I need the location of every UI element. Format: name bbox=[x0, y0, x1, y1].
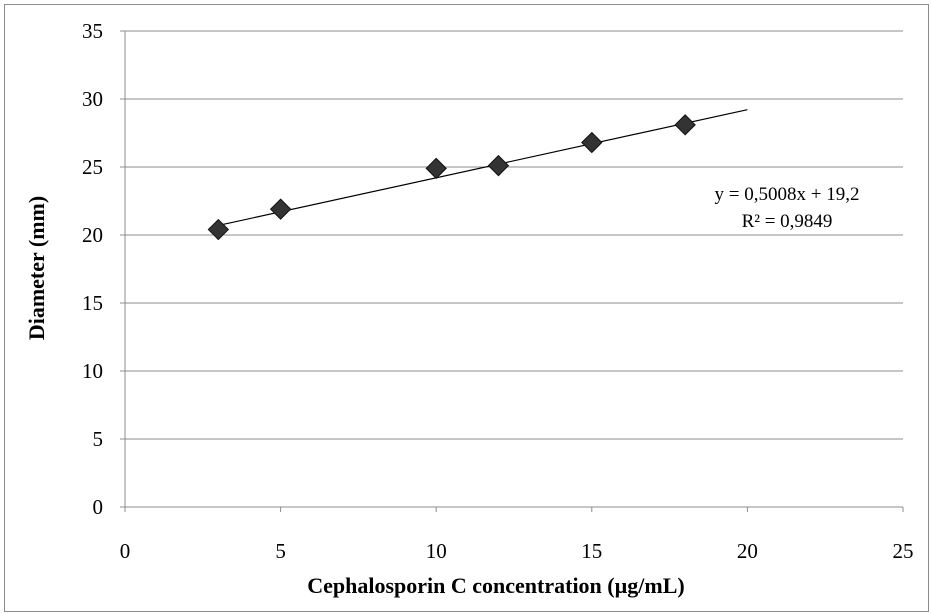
x-axis-ticks: 0 5 10 15 20 25 bbox=[120, 507, 914, 563]
x-tick-label: 15 bbox=[581, 539, 602, 563]
x-tick-label: 25 bbox=[893, 539, 914, 563]
x-tick-label: 5 bbox=[275, 539, 286, 563]
y-tick-label: 30 bbox=[82, 87, 103, 111]
data-point-diamond bbox=[674, 114, 696, 136]
y-tick-label: 0 bbox=[93, 495, 104, 519]
y-tick-label: 10 bbox=[82, 359, 103, 383]
y-tick-label: 20 bbox=[82, 223, 103, 247]
y-axis-title: Diameter (mm) bbox=[24, 196, 49, 340]
trendline-equation: y = 0,5008x + 19,2 bbox=[715, 184, 860, 205]
chart-frame bbox=[4, 4, 929, 612]
axes bbox=[124, 31, 903, 508]
data-point-diamond bbox=[581, 131, 603, 154]
y-tick-label: 15 bbox=[82, 291, 103, 315]
trendline-r-squared: R² = 0,9849 bbox=[742, 211, 833, 232]
x-tick-label: 20 bbox=[737, 539, 758, 563]
y-tick-label: 5 bbox=[93, 427, 104, 451]
gridlines bbox=[125, 30, 903, 440]
x-axis-title: Cephalosporin C concentration (µg/mL) bbox=[307, 573, 685, 598]
data-point-diamond bbox=[425, 157, 447, 180]
y-axis-ticks: 0 5 10 15 20 25 30 35 bbox=[82, 19, 125, 519]
data-point-diamond bbox=[487, 154, 510, 177]
data-point-diamond bbox=[269, 198, 292, 220]
x-tick-label: 10 bbox=[426, 539, 447, 563]
data-points bbox=[207, 114, 696, 241]
y-tick-label: 25 bbox=[82, 155, 103, 179]
x-tick-label: 0 bbox=[120, 539, 131, 563]
trendline-group bbox=[218, 109, 748, 227]
trendline bbox=[218, 109, 748, 227]
data-point-diamond bbox=[207, 218, 230, 241]
y-tick-label: 35 bbox=[82, 19, 103, 43]
